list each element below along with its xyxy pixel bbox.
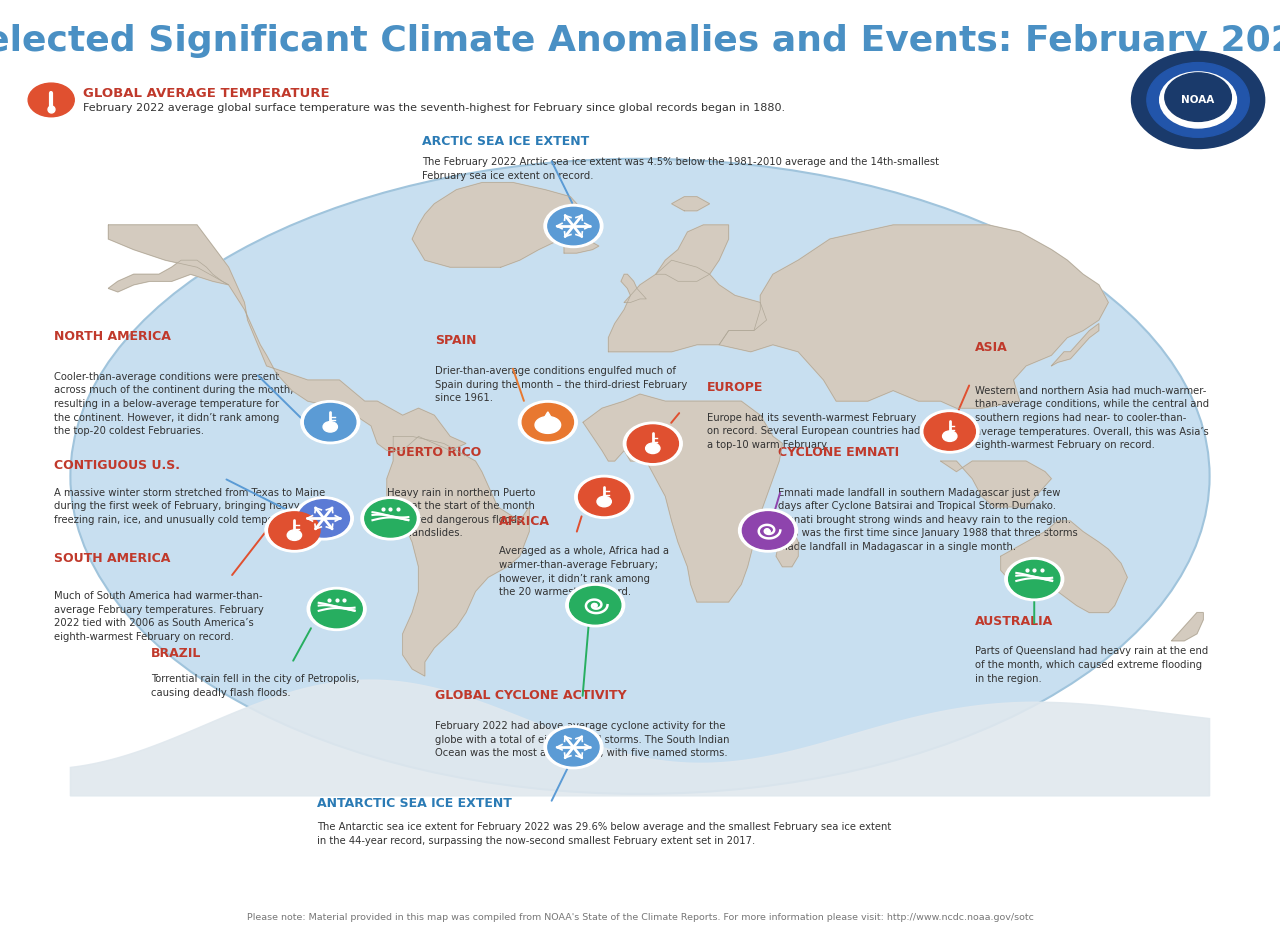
Circle shape	[301, 401, 360, 444]
Circle shape	[269, 512, 320, 549]
Circle shape	[596, 496, 612, 507]
Text: Please note: Material provided in this map was compiled from NOAA's State of the: Please note: Material provided in this m…	[247, 913, 1033, 922]
Text: The Antarctic sea ice extent for February 2022 was 29.6% below average and the s: The Antarctic sea ice extent for Februar…	[317, 822, 892, 845]
Text: A massive winter storm stretched from Texas to Maine
during the first week of Fe: A massive winter storm stretched from Te…	[54, 488, 332, 525]
Circle shape	[361, 497, 420, 540]
Circle shape	[28, 83, 74, 117]
Circle shape	[575, 475, 634, 518]
Circle shape	[311, 590, 362, 628]
Circle shape	[544, 205, 603, 248]
Polygon shape	[719, 225, 1108, 408]
Circle shape	[1147, 63, 1249, 137]
Circle shape	[627, 425, 678, 462]
Polygon shape	[672, 197, 709, 211]
Circle shape	[645, 443, 660, 454]
Circle shape	[570, 587, 621, 624]
Circle shape	[365, 500, 416, 537]
Polygon shape	[608, 261, 767, 352]
Text: EUROPE: EUROPE	[707, 381, 763, 394]
Circle shape	[924, 413, 975, 450]
Text: ANTARCTIC SEA ICE EXTENT: ANTARCTIC SEA ICE EXTENT	[317, 797, 512, 810]
Text: ARCTIC SEA ICE EXTENT: ARCTIC SEA ICE EXTENT	[422, 135, 590, 149]
Text: CYCLONE EMNATI: CYCLONE EMNATI	[778, 446, 900, 460]
Polygon shape	[584, 394, 782, 602]
Polygon shape	[564, 243, 599, 253]
Polygon shape	[535, 417, 561, 433]
Polygon shape	[387, 436, 529, 676]
Polygon shape	[776, 521, 799, 567]
Circle shape	[942, 431, 957, 442]
Polygon shape	[941, 461, 1051, 507]
Text: February 2022 average global surface temperature was the seventh-highest for Feb: February 2022 average global surface tem…	[83, 104, 786, 113]
Text: AFRICA: AFRICA	[499, 515, 550, 528]
Polygon shape	[109, 225, 466, 450]
Text: GLOBAL AVERAGE TEMPERATURE: GLOBAL AVERAGE TEMPERATURE	[83, 87, 330, 100]
Circle shape	[298, 500, 349, 537]
Circle shape	[1165, 73, 1231, 121]
Circle shape	[307, 587, 366, 630]
Text: Torrential rain fell in the city of Petropolis,
causing deadly flash floods.: Torrential rain fell in the city of Petr…	[151, 674, 360, 698]
Circle shape	[579, 478, 630, 516]
Text: BRAZIL: BRAZIL	[151, 647, 201, 660]
Circle shape	[1009, 560, 1060, 598]
Text: SOUTH AMERICA: SOUTH AMERICA	[54, 552, 170, 565]
Text: Parts of Queensland had heavy rain at the end
of the month, which caused extreme: Parts of Queensland had heavy rain at th…	[975, 646, 1208, 684]
Text: Drier-than-average conditions engulfed much of
Spain during the month – the thir: Drier-than-average conditions engulfed m…	[435, 366, 687, 403]
Circle shape	[742, 512, 794, 549]
Polygon shape	[1171, 613, 1203, 641]
Text: NOAA: NOAA	[1181, 95, 1215, 105]
Circle shape	[548, 729, 599, 766]
Text: Heavy rain in northern Puerto
Rico at the start of the month
triggered dangerous: Heavy rain in northern Puerto Rico at th…	[387, 488, 535, 538]
Circle shape	[305, 403, 356, 441]
Text: CONTIGUOUS U.S.: CONTIGUOUS U.S.	[54, 459, 179, 472]
Text: ASIA: ASIA	[975, 341, 1009, 354]
Ellipse shape	[70, 159, 1210, 794]
Polygon shape	[621, 275, 646, 303]
Polygon shape	[1051, 323, 1098, 366]
Text: Much of South America had warmer-than-
average February temperatures. February
2: Much of South America had warmer-than- a…	[54, 591, 264, 642]
Polygon shape	[412, 183, 584, 267]
Text: AUSTRALIA: AUSTRALIA	[975, 615, 1053, 628]
Circle shape	[566, 584, 625, 627]
Circle shape	[920, 410, 979, 453]
Circle shape	[548, 207, 599, 245]
Text: Averaged as a whole, Africa had a
warmer-than-average February;
however, it didn: Averaged as a whole, Africa had a warmer…	[499, 546, 669, 597]
Text: SPAIN: SPAIN	[435, 334, 476, 347]
Circle shape	[1160, 72, 1236, 128]
Text: Emnati made landfall in southern Madagascar just a few
days after Cyclone Batsir: Emnati made landfall in southern Madagas…	[778, 488, 1078, 552]
Circle shape	[294, 497, 353, 540]
Circle shape	[323, 421, 338, 432]
Circle shape	[522, 403, 573, 441]
Text: PUERTO RICO: PUERTO RICO	[387, 446, 481, 460]
Text: Europe had its seventh-warmest February
on record. Several European countries ha: Europe had its seventh-warmest February …	[707, 413, 920, 450]
Circle shape	[518, 401, 577, 444]
Circle shape	[623, 422, 682, 465]
Text: February 2022 had above-average cyclone activity for the
globe with a total of e: February 2022 had above-average cyclone …	[435, 721, 730, 758]
Text: Selected Significant Climate Anomalies and Events: February 2022: Selected Significant Climate Anomalies a…	[0, 24, 1280, 58]
Polygon shape	[543, 412, 553, 421]
Polygon shape	[70, 680, 1210, 796]
Circle shape	[1005, 558, 1064, 601]
Polygon shape	[109, 261, 229, 291]
Text: Western and northern Asia had much-warmer-
than-average conditions, while the ce: Western and northern Asia had much-warme…	[975, 386, 1210, 450]
Polygon shape	[655, 225, 728, 281]
Text: GLOBAL CYCLONE ACTIVITY: GLOBAL CYCLONE ACTIVITY	[435, 689, 627, 702]
Text: Cooler-than-average conditions were present
across much of the continent during : Cooler-than-average conditions were pres…	[54, 372, 293, 436]
Circle shape	[265, 509, 324, 552]
Circle shape	[1132, 51, 1265, 149]
Circle shape	[739, 509, 797, 552]
Circle shape	[287, 530, 302, 541]
Polygon shape	[1001, 521, 1128, 613]
Text: NORTH AMERICA: NORTH AMERICA	[54, 330, 170, 343]
Text: The February 2022 Arctic sea ice extent was 4.5% below the 1981-2010 average and: The February 2022 Arctic sea ice extent …	[422, 157, 940, 180]
Circle shape	[544, 726, 603, 769]
